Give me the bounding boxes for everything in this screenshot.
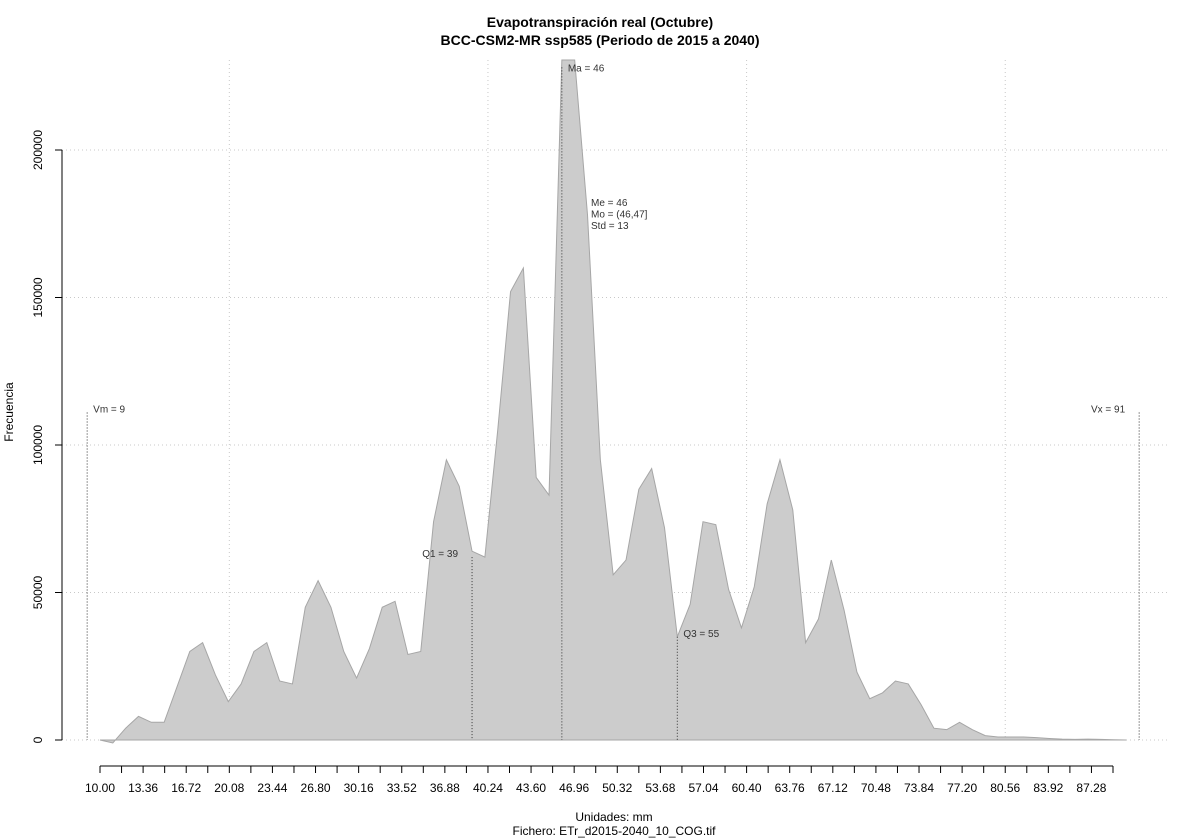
chart-title: Evapotranspiración real (Octubre) [486,14,714,30]
marker-label: Vx = 91 [1091,405,1126,416]
x-tick-label: 57.04 [688,781,718,795]
statistic-markers: Vm = 9 Q1 = 39 Ma = 46 Q3 = 55 Vx = 91 [86,63,1140,740]
x-tick-label: 60.40 [732,781,762,795]
y-tick-label: 0 [31,736,45,743]
x-tick-label: 53.68 [645,781,675,795]
marker-label: Vm = 9 [93,405,125,416]
x-tick-label: 43.60 [516,781,546,795]
x-tick-label: 13.36 [128,781,158,795]
marker-label: Q1 = 39 [422,549,458,560]
x-tick-label: 36.88 [430,781,460,795]
frequency-area [99,59,1127,744]
x-tick-label: 80.56 [990,781,1020,795]
x-tick-label: 63.76 [775,781,805,795]
x-tick-label: 33.52 [387,781,417,795]
stats-line: Mo = (46,47] [591,210,648,221]
stats-annotation: Me = 46 Mo = (46,47] Std = 13 [591,198,648,232]
x-tick-label: 16.72 [171,781,201,795]
x-tick-label: 83.92 [1033,781,1063,795]
x-tick-label: 40.24 [473,781,503,795]
y-tick-label: 150000 [31,277,45,317]
y-tick-label: 50000 [31,575,45,609]
x-tick-label: 87.28 [1076,781,1106,795]
x-tick-label: 77.20 [947,781,977,795]
x-tick-label: 67.12 [818,781,848,795]
marker-label: Q3 = 55 [683,629,719,640]
x-tick-label: 46.96 [559,781,589,795]
x-tick-label: 73.84 [904,781,934,795]
x-tick-label: 26.80 [301,781,331,795]
x-tick-label: 10.00 [85,781,115,795]
y-tick-label: 100000 [31,425,45,465]
y-axis-label: Frecuencia [2,382,16,442]
axes: 10.00 13.36 16.72 20.08 23.44 26.80 30.16 33.52… [31,130,1114,795]
stats-line: Me = 46 [591,198,628,209]
x-axis-label: Unidades: mm [575,810,652,824]
x-tick-label: 70.48 [861,781,891,795]
file-label: Fichero: ETr_d2015-2040_10_COG.tif [513,824,717,838]
x-tick-label: 23.44 [257,781,287,795]
marker-label: Ma = 46 [568,63,605,74]
chart-subtitle: BCC-CSM2-MR ssp585 (Periodo de 2015 a 20… [440,32,760,48]
stats-line: Std = 13 [591,221,629,232]
x-tick-label: 20.08 [214,781,244,795]
x-tick-label: 30.16 [344,781,374,795]
x-tick-label: 50.32 [602,781,632,795]
y-tick-label: 200000 [31,130,45,170]
